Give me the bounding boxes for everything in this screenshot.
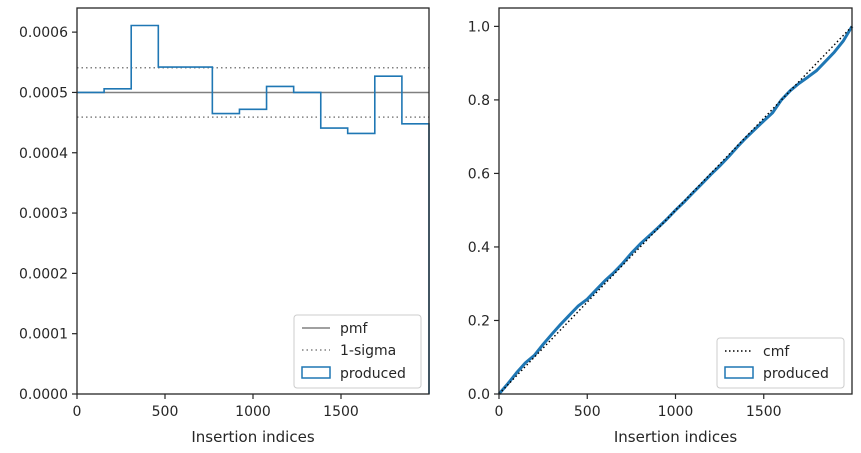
x-tick-label: 0 [495, 404, 504, 420]
y-tick-label: 0.4 [468, 240, 490, 256]
x-tick-label: 1000 [235, 404, 271, 420]
legend-label: pmf [340, 321, 369, 337]
y-tick-label: 0.0003 [19, 206, 68, 222]
y-tick-label: 0.0002 [19, 266, 68, 282]
y-tick-label: 0.2 [468, 313, 490, 329]
y-tick-label: 0.0004 [19, 146, 68, 162]
x-tick-label: 0 [73, 404, 82, 420]
legend-label: produced [340, 366, 406, 382]
produced-histogram [77, 24, 430, 394]
x-tick-label: 1500 [323, 404, 359, 420]
cmf-legend: cmf produced [716, 337, 845, 389]
legend-label: cmf [763, 344, 790, 360]
legend-produced-swatch [301, 366, 331, 379]
x-tick-label: 500 [574, 404, 601, 420]
cmf-line [498, 25, 853, 395]
pmf-panel: 0 500 1000 1500 0.00000.00010.00020.00030.0… [19, 7, 430, 446]
legend-box [293, 314, 422, 389]
x-tick-label: 1500 [746, 404, 782, 420]
y-tick-label: 0.0005 [19, 85, 68, 101]
legend-produced-swatch [724, 366, 754, 379]
cmf-panel: 0 500 1000 1500 0.0 0.2 0.4 0.6 0.8 1.0 Insertio… [468, 7, 854, 446]
y-tick-label: 0.6 [468, 166, 490, 182]
y-tick-label: 0.0 [468, 387, 490, 403]
cmf-plot-area [497, 25, 854, 395]
y-tick-label: 0.0001 [19, 327, 68, 343]
legend-box [716, 337, 845, 389]
pmf-x-ticks: 0 500 1000 1500 [73, 394, 359, 420]
pmf-legend: pmf 1-sigma produced [293, 314, 422, 389]
x-tick-label: 500 [152, 404, 179, 420]
y-tick-label: 0.0006 [19, 25, 68, 41]
legend-label: 1-sigma [340, 343, 396, 359]
y-tick-label: 0.8 [468, 93, 490, 109]
pmf-x-axis-label: Insertion indices [191, 428, 314, 446]
cmf-y-ticks: 0.0 0.2 0.4 0.6 0.8 1.0 [468, 19, 499, 403]
legend-label: produced [763, 366, 829, 382]
y-tick-label: 1.0 [468, 19, 490, 35]
pmf-plot-area [77, 24, 430, 394]
x-tick-label: 1000 [658, 404, 694, 420]
cmf-x-axis-label: Insertion indices [614, 428, 737, 446]
y-tick-label: 0.0000 [19, 387, 68, 403]
pmf-y-ticks: 0.0000 0.0001 0.0002 0.0003 0.0004 0.0005 0.00… [19, 25, 77, 403]
cmf-x-ticks: 0 500 1000 1500 [495, 394, 782, 420]
